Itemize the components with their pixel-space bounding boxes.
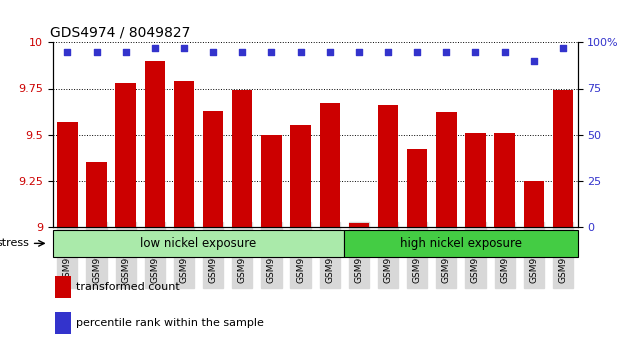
Bar (57, 122, 78, 227)
Point (354, 49, 364, 55)
Bar (203, 110, 224, 227)
Point (412, 49, 422, 55)
Bar (407, 149, 427, 227)
Bar (55, 276, 71, 298)
Text: GDS4974 / 8049827: GDS4974 / 8049827 (50, 26, 191, 40)
Point (179, 45, 189, 51)
Bar (553, 90, 573, 227)
Text: low nickel exposure: low nickel exposure (140, 237, 256, 250)
Bar (348, 223, 369, 227)
Point (500, 49, 510, 55)
Point (62, 49, 72, 55)
Bar (436, 113, 456, 227)
Bar (465, 133, 486, 227)
Point (120, 49, 130, 55)
Point (529, 58, 539, 64)
Point (266, 49, 276, 55)
Bar (344, 230, 578, 257)
Point (208, 49, 218, 55)
Point (91, 49, 101, 55)
Bar (261, 135, 282, 227)
Bar (174, 81, 194, 227)
Point (383, 49, 393, 55)
Point (237, 49, 247, 55)
Point (471, 49, 481, 55)
Bar (291, 125, 310, 227)
Bar (53, 230, 344, 257)
Bar (494, 133, 515, 227)
Text: high nickel exposure: high nickel exposure (400, 237, 522, 250)
Bar (524, 181, 544, 227)
Point (296, 49, 306, 55)
Point (150, 45, 160, 51)
Text: percentile rank within the sample: percentile rank within the sample (76, 318, 265, 328)
Bar (378, 105, 398, 227)
Point (325, 49, 335, 55)
Bar (86, 162, 107, 227)
Text: transformed count: transformed count (76, 282, 180, 292)
Text: stress: stress (0, 238, 29, 249)
Point (442, 49, 451, 55)
Bar (55, 312, 71, 334)
Bar (320, 103, 340, 227)
Point (558, 45, 568, 51)
Bar (232, 90, 253, 227)
Bar (116, 83, 136, 227)
Bar (145, 61, 165, 227)
